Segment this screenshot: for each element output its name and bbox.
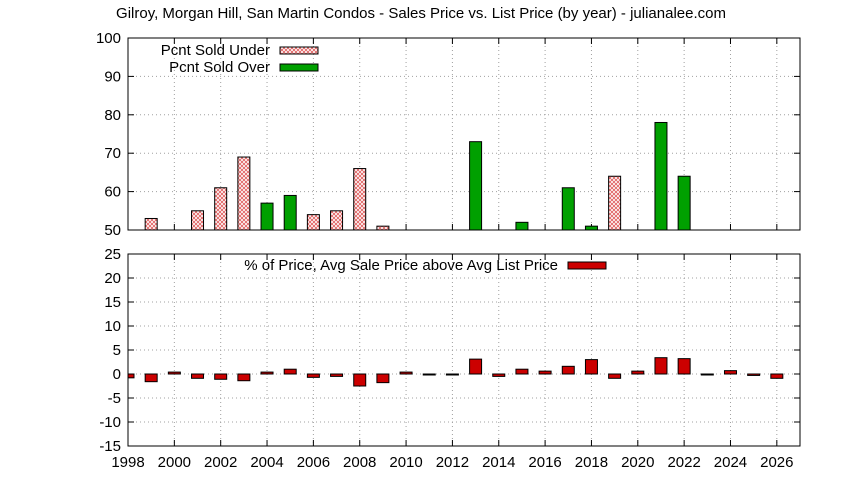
x-tick-label: 2000 bbox=[158, 454, 191, 471]
bot-bar-series0-2025 bbox=[747, 373, 761, 376]
x-tick-label: 2014 bbox=[482, 454, 515, 471]
legend-label-avg-sale-above-list: % of Price, Avg Sale Price above Avg Lis… bbox=[244, 257, 558, 274]
x-tick-label: 2002 bbox=[204, 454, 237, 471]
bot-bar-series0-2005 bbox=[283, 368, 297, 375]
bot-bar-series0-2021 bbox=[654, 357, 668, 375]
bot-bar-series0-2011 bbox=[422, 373, 436, 376]
chart-title: Gilroy, Morgan Hill, San Martin Condos -… bbox=[116, 5, 726, 22]
bot-bar-series0-2000 bbox=[167, 371, 181, 375]
bot-bar-series0-2002 bbox=[214, 373, 228, 380]
top-bar-solid-2022 bbox=[677, 175, 691, 231]
bot-bar-series0-2023 bbox=[700, 373, 714, 376]
x-tick-label: 1998 bbox=[111, 454, 144, 471]
top-bar-crosshatch-2003 bbox=[237, 156, 251, 231]
top-bar-crosshatch-1999 bbox=[144, 217, 158, 231]
bot-bar-series0-2019 bbox=[608, 373, 622, 379]
bot-bar-series0-2018 bbox=[584, 359, 598, 375]
top-bar-solid-2021 bbox=[654, 121, 668, 231]
x-tick-label: 2010 bbox=[389, 454, 422, 471]
bottom-plot-frame bbox=[127, 253, 801, 447]
top-y-tick-label: 90 bbox=[104, 68, 121, 85]
bot-y-tick-label: 0 bbox=[113, 366, 121, 383]
bot-bar-series0-2013 bbox=[469, 358, 483, 375]
legend-swatch-sold-under bbox=[279, 46, 319, 55]
top-y-tick-label: 70 bbox=[104, 145, 121, 162]
bot-bar-series0-2001 bbox=[191, 373, 205, 379]
top-y-tick-label: 60 bbox=[104, 184, 121, 201]
legend-swatch-sold-over bbox=[279, 63, 319, 72]
bot-bar-series0-2026 bbox=[770, 373, 784, 379]
top-bar-crosshatch-2008 bbox=[353, 168, 367, 231]
x-tick-label: 2008 bbox=[343, 454, 376, 471]
x-tick-label: 2012 bbox=[436, 454, 469, 471]
bot-bar-series0-2020 bbox=[631, 370, 645, 375]
legend-label-sold-under: Pcnt Sold Under bbox=[161, 42, 270, 59]
top-bar-crosshatch-2007 bbox=[330, 210, 344, 231]
legend-swatch-avg-sale-above-list bbox=[567, 261, 607, 270]
bot-bar-series0-2014 bbox=[492, 373, 506, 377]
bottom-legend: % of Price, Avg Sale Price above Avg Lis… bbox=[244, 257, 607, 274]
top-bar-solid-2013 bbox=[469, 141, 483, 231]
bot-bar-series0-2003 bbox=[237, 373, 251, 382]
bot-y-tick-label: -15 bbox=[99, 438, 121, 455]
top-y-axis-ticks: 50 60 70 80 90 100 bbox=[96, 30, 800, 239]
top-y-tick-label: 100 bbox=[96, 30, 121, 47]
bot-y-tick-label: 10 bbox=[104, 318, 121, 335]
bot-bar-series0-1998 bbox=[127, 373, 135, 379]
bot-bar-series0-2012 bbox=[445, 373, 459, 376]
bot-bar-series0-2008 bbox=[353, 373, 367, 387]
x-tick-label: 2022 bbox=[667, 454, 700, 471]
top-y-tick-label: 80 bbox=[104, 107, 121, 124]
bot-bar-series0-2004 bbox=[260, 371, 274, 375]
bot-y-tick-label: 15 bbox=[104, 294, 121, 311]
bot-bar-series0-2015 bbox=[515, 368, 529, 375]
x-tick-label: 2018 bbox=[575, 454, 608, 471]
bot-bar-series0-2010 bbox=[399, 371, 413, 375]
bottom-gridlines bbox=[128, 254, 800, 446]
bot-bar-series0-2022 bbox=[677, 358, 691, 375]
top-plot-frame bbox=[127, 37, 801, 231]
legend-label-sold-over: Pcnt Sold Over bbox=[169, 59, 270, 76]
top-bar-solid-2005 bbox=[283, 194, 297, 231]
top-bar-crosshatch-2002 bbox=[214, 187, 228, 231]
bottom-x-axis-ticks: 1998 2000 2002 2004 2006 2008 2010 2012 2014 2016… bbox=[111, 254, 794, 471]
top-bar-crosshatch-2006 bbox=[306, 214, 320, 231]
bot-y-tick-label: -10 bbox=[99, 414, 121, 431]
bot-bar-series0-1999 bbox=[144, 373, 158, 383]
top-bar-crosshatch-2001 bbox=[191, 210, 205, 231]
top-bar-solid-2017 bbox=[561, 187, 575, 231]
bot-y-tick-label: -5 bbox=[108, 390, 121, 407]
bot-bar-series0-2006 bbox=[306, 373, 320, 378]
x-tick-label: 2024 bbox=[714, 454, 747, 471]
top-bars bbox=[144, 121, 691, 231]
bot-bar-series0-2016 bbox=[538, 370, 552, 375]
top-gridlines bbox=[128, 38, 800, 230]
x-tick-label: 2026 bbox=[760, 454, 793, 471]
x-tick-label: 2020 bbox=[621, 454, 654, 471]
x-tick-label: 2006 bbox=[297, 454, 330, 471]
bot-bar-series0-2024 bbox=[723, 370, 737, 375]
top-bar-solid-2015 bbox=[515, 221, 529, 231]
top-y-tick-label: 50 bbox=[104, 222, 121, 239]
bot-y-tick-label: 20 bbox=[104, 270, 121, 287]
bot-y-tick-label: 5 bbox=[113, 342, 121, 359]
top-bar-crosshatch-2009 bbox=[376, 225, 390, 231]
bottom-panel: -15 -10 -5 0 5 10 15 20 25 1998 2000 2002 2004 2006 2… bbox=[99, 246, 801, 471]
bot-bar-series0-2009 bbox=[376, 373, 390, 384]
bot-bar-series0-2017 bbox=[561, 365, 575, 375]
bot-y-tick-label: 25 bbox=[104, 246, 121, 263]
x-tick-label: 2004 bbox=[250, 454, 283, 471]
x-tick-label: 2016 bbox=[528, 454, 561, 471]
bottom-bars bbox=[127, 357, 784, 387]
bot-bar-series0-2007 bbox=[330, 373, 344, 377]
top-bar-solid-2004 bbox=[260, 202, 274, 231]
top-bar-solid-2018 bbox=[584, 225, 598, 231]
top-bar-crosshatch-2019 bbox=[608, 175, 622, 231]
